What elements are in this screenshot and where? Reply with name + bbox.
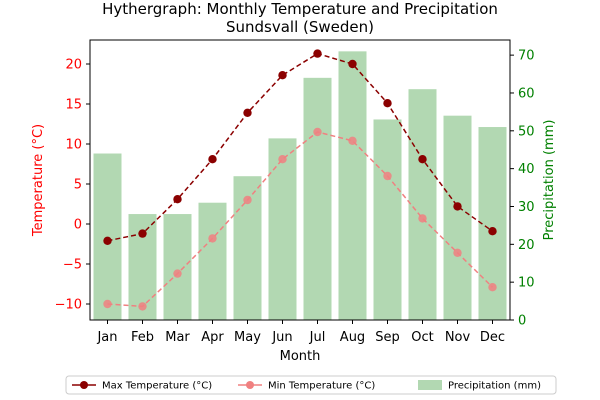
- max-temp-point-aug: [348, 59, 357, 69]
- x-axis-label: Month: [280, 349, 321, 364]
- right-y-tick-label: 60: [518, 86, 535, 101]
- legend-label-min-temp: Min Temperature (°C): [268, 381, 375, 392]
- min-temp-point-nov: [453, 248, 462, 257]
- right-y-tick-label: 30: [518, 200, 535, 215]
- max-temp-point-mar: [173, 195, 182, 204]
- chart-subtitle: Sundsvall (Sweden): [226, 18, 374, 36]
- max-temp-line: [107, 52, 493, 242]
- legend-label-max-temp: Max Temperature (°C): [102, 381, 212, 392]
- max-temp-point-feb: [138, 229, 147, 238]
- precipitation-bar-nov: [443, 115, 472, 320]
- x-tick-label-aug: Aug: [340, 330, 365, 345]
- right-y-axis: 0 10 20 30 40 50 60 70: [510, 49, 535, 329]
- left-y-tick-label: −10: [55, 298, 82, 313]
- left-y-tick-label: 15: [65, 98, 82, 113]
- left-y-axis-label: Temperature (°C): [31, 124, 46, 237]
- precipitation-bar-mar: [163, 214, 192, 320]
- min-temp-point-jun: [278, 155, 287, 164]
- x-tick-label-jun: Jun: [271, 330, 292, 345]
- left-y-axis: −10 −5 0 5 10 15 20: [55, 58, 90, 313]
- x-tick-label-may: May: [234, 330, 261, 345]
- min-temp-point-oct: [418, 214, 427, 223]
- chart-title: Hythergraph: Monthly Temperature and Pre…: [102, 0, 498, 18]
- max-temp-point-jun: [278, 71, 287, 80]
- legend-marker-min-temp: [246, 381, 254, 389]
- min-temp-point-may: [243, 195, 252, 205]
- min-temp-point-dec: [488, 283, 497, 292]
- min-temp-point-sep: [383, 171, 392, 181]
- legend: Max Temperature (°C) Min Temperature (°C)…: [65, 375, 557, 395]
- right-y-tick-label: 0: [518, 314, 526, 329]
- precipitation-bar-jul: [303, 77, 332, 321]
- min-temp-point-feb: [138, 302, 147, 311]
- x-tick-label-nov: Nov: [445, 330, 471, 345]
- legend-marker-max-temp: [80, 381, 88, 389]
- left-y-tick-label: 5: [74, 178, 82, 193]
- precipitation-bar-aug: [338, 51, 367, 321]
- left-y-tick-label: −5: [63, 258, 82, 273]
- x-tick-label-mar: Mar: [165, 330, 190, 345]
- min-temp-point-mar: [173, 269, 182, 278]
- right-y-tick-label: 50: [518, 124, 535, 139]
- x-axis: Jan Feb Mar Apr May Jun Jul Aug Sep Oct Nov Dec: [96, 320, 505, 345]
- min-temp-point-apr: [208, 234, 217, 243]
- temperature-lines: [103, 49, 497, 311]
- legend-swatch-precipitation: [418, 380, 442, 390]
- max-temp-point-may: [243, 108, 252, 118]
- x-tick-label-feb: Feb: [131, 330, 154, 345]
- plot-frame: [89, 39, 511, 321]
- precipitation-bar-jun: [268, 138, 297, 320]
- legend-label-precipitation: Precipitation (mm): [448, 381, 541, 392]
- max-temp-point-nov: [453, 202, 462, 211]
- x-tick-label-apr: Apr: [201, 330, 224, 345]
- right-y-tick-label: 20: [518, 238, 535, 253]
- precipitation-bars: [93, 51, 507, 321]
- left-y-tick-label: 10: [65, 138, 82, 153]
- max-temp-point-apr: [208, 155, 217, 164]
- min-temp-point-jan: [103, 299, 112, 309]
- precipitation-bar-sep: [373, 119, 402, 320]
- max-temp-point-oct: [418, 155, 427, 164]
- max-temp-point-jan: [103, 236, 112, 245]
- left-y-tick-label: 20: [65, 58, 82, 73]
- right-y-axis-label: Precipitation (mm): [542, 120, 557, 241]
- min-temp-point-aug: [348, 136, 357, 145]
- max-temp-point-jul: [313, 49, 322, 58]
- precipitation-bar-oct: [408, 89, 437, 321]
- x-tick-label-sep: Sep: [375, 330, 400, 345]
- x-tick-label-jan: Jan: [96, 330, 117, 345]
- x-tick-label-jul: Jul: [309, 330, 326, 345]
- right-y-tick-label: 70: [518, 49, 535, 64]
- max-temp-point-sep: [383, 99, 392, 108]
- x-tick-label-dec: Dec: [480, 330, 505, 345]
- max-temp-point-dec: [488, 227, 497, 236]
- min-temp-point-jul: [313, 127, 322, 137]
- x-tick-label-oct: Oct: [411, 330, 433, 345]
- precipitation-bar-apr: [198, 202, 227, 320]
- right-y-tick-label: 10: [518, 276, 535, 291]
- min-temp-line: [107, 131, 494, 308]
- right-y-tick-label: 40: [518, 162, 535, 177]
- left-y-tick-label: 0: [74, 218, 82, 233]
